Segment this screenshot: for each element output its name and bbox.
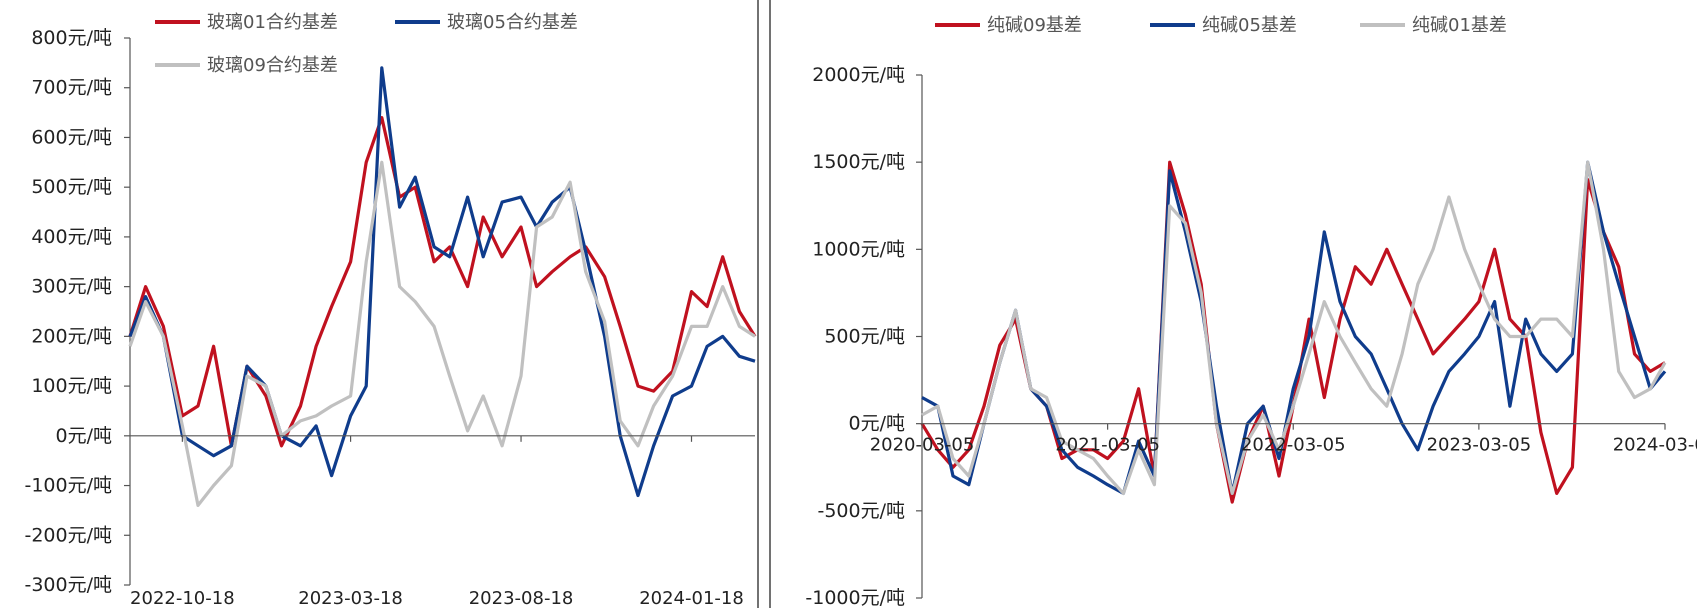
x-tick-label: 2023-03-05: [1427, 435, 1532, 456]
legend-label: 纯碱01基差: [1412, 15, 1507, 36]
legend-label: 玻璃05合约基差: [447, 12, 578, 33]
x-tick-label: 2024-01-18: [639, 588, 744, 608]
y-tick-label: 2000元/吨: [812, 64, 905, 86]
legend-label: 玻璃01合约基差: [207, 12, 338, 33]
x-tick-label: 2023-08-18: [469, 588, 574, 608]
y-tick-label: 500元/吨: [824, 326, 905, 348]
series-line-3: [128, 160, 756, 507]
legend: 纯碱09基差 纯碱05基差 纯碱01基差: [935, 15, 1507, 36]
x-axis: 2020-03-05 2021-03-05 2022-03-05 2023-03-05…: [870, 423, 1697, 456]
series-line-2: [921, 160, 1667, 495]
legend-label: 纯碱09基差: [987, 15, 1082, 36]
x-tick-label: 2022-10-18: [130, 588, 235, 608]
y-tick-label: 100元/吨: [31, 375, 112, 397]
x-tick-label: 2020-03-05: [870, 435, 975, 456]
y-axis-ticks: -300元/吨 -200元/吨 -100元/吨 0元/吨 100元/吨 200元/吨 300…: [24, 27, 131, 596]
x-axis: 2022-10-18 2023-03-18 2023-08-18 2024-01-18: [130, 435, 755, 609]
y-tick-label: -1000元/吨: [805, 587, 905, 608]
series-lines: [128, 66, 757, 507]
y-tick-label: -200元/吨: [24, 524, 112, 546]
y-tick-label: 500元/吨: [31, 176, 112, 198]
glass-basis-chart: -300元/吨 -200元/吨 -100元/吨 0元/吨 100元/吨 200元/吨 300…: [24, 12, 757, 609]
y-tick-label: 0元/吨: [56, 425, 113, 447]
y-tick-label: 600元/吨: [31, 126, 112, 148]
y-tick-label: 0元/吨: [849, 413, 906, 435]
y-tick-label: 200元/吨: [31, 325, 112, 347]
x-tick-label: 2021-03-05: [1055, 435, 1160, 456]
legend-label: 纯碱05基差: [1202, 15, 1297, 36]
y-tick-label: 1500元/吨: [812, 151, 905, 173]
y-tick-label: -300元/吨: [24, 574, 112, 596]
y-tick-label: 1000元/吨: [812, 238, 905, 260]
x-tick-label: 2023-03-18: [298, 588, 403, 608]
series-line-3: [921, 160, 1667, 495]
series-line-2: [128, 66, 756, 498]
y-axis-ticks: -1000元/吨 -500元/吨 0元/吨 500元/吨 1000元/吨 1500元/吨 2…: [805, 64, 923, 609]
legend-label: 玻璃09合约基差: [207, 55, 338, 76]
y-tick-label: -500元/吨: [817, 500, 905, 522]
y-tick-label: 700元/吨: [31, 77, 112, 99]
y-tick-label: 800元/吨: [31, 27, 112, 49]
y-tick-label: -100元/吨: [24, 475, 112, 497]
series-lines: [920, 160, 1667, 504]
y-tick-label: 300元/吨: [31, 276, 112, 298]
x-tick-label: 2022-03-05: [1241, 435, 1346, 456]
y-tick-label: 400元/吨: [31, 226, 112, 248]
soda-ash-basis-chart: -1000元/吨 -500元/吨 0元/吨 500元/吨 1000元/吨 1500元/吨 2…: [805, 15, 1697, 609]
x-tick-label: 2024-03-05: [1613, 435, 1697, 456]
